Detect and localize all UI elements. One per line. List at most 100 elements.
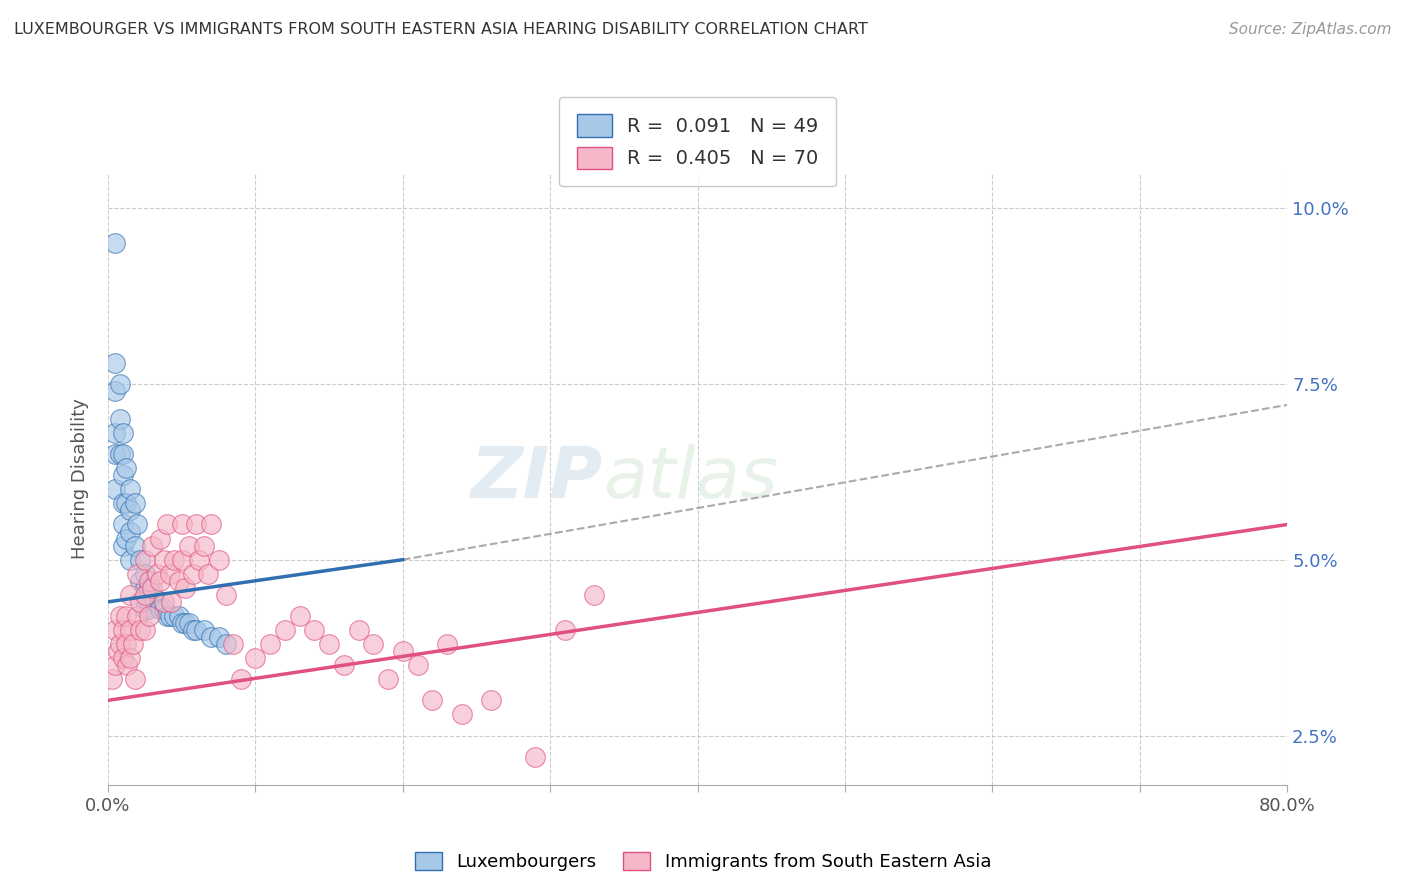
Point [347,623,370,637]
Point [167,609,190,624]
Point [304,623,326,637]
Point [163,552,186,566]
Point [193,539,215,553]
Point [377,672,399,686]
Point [108,609,131,624]
Point [186,517,208,532]
Point [108,447,131,461]
Point [104,236,127,251]
Point [124,539,146,553]
Point [245,651,267,665]
Point [141,581,163,595]
Point [120,623,142,637]
Point [215,637,238,651]
Point [274,623,297,637]
Point [229,672,252,686]
Point [108,412,131,426]
Point [170,552,193,566]
Point [363,637,385,651]
Point [120,503,142,517]
Point [108,637,131,651]
Point [101,672,124,686]
Point [197,566,219,581]
Point [129,595,152,609]
Point [111,425,134,440]
Point [120,552,142,566]
Point [420,693,443,707]
Point [160,595,183,609]
Point [200,517,222,532]
Point [524,749,547,764]
Point [554,623,576,637]
Point [193,623,215,637]
Point [145,566,167,581]
Point [134,581,156,595]
Point [104,658,127,673]
Point [127,609,149,624]
Point [129,574,152,588]
Point [406,658,429,673]
Point [111,651,134,665]
Point [114,461,136,475]
Point [215,588,238,602]
Point [159,566,181,581]
Point [173,581,195,595]
Point [134,602,156,616]
Point [120,588,142,602]
Point [104,623,127,637]
Point [288,609,311,624]
Point [108,376,131,391]
Point [127,566,149,581]
Point [143,595,166,609]
Point [104,356,127,370]
Legend: Luxembourgers, Immigrants from South Eastern Asia: Luxembourgers, Immigrants from South Eas… [408,845,998,879]
Point [134,566,156,581]
Point [156,609,179,624]
Point [141,539,163,553]
Point [138,602,160,616]
Point [114,532,136,546]
Point [120,483,142,497]
Point [111,496,134,510]
Point [134,588,156,602]
Text: Source: ZipAtlas.com: Source: ZipAtlas.com [1229,22,1392,37]
Point [188,552,211,566]
Point [207,552,229,566]
Point [129,552,152,566]
Point [173,615,195,630]
Point [127,517,149,532]
Point [104,384,127,398]
Point [104,425,127,440]
Point [124,672,146,686]
Point [138,609,160,624]
Point [111,447,134,461]
Point [186,623,208,637]
Legend: R =  0.091   N = 49, R =  0.405   N = 70: R = 0.091 N = 49, R = 0.405 N = 70 [560,97,837,186]
Point [115,658,138,673]
Point [114,609,136,624]
Text: atlas: atlas [603,444,778,513]
Point [450,707,472,722]
Point [138,581,160,595]
Point [156,517,179,532]
Point [177,615,200,630]
Point [207,630,229,644]
Point [177,539,200,553]
Point [170,517,193,532]
Point [153,595,176,609]
Point [138,574,160,588]
Point [222,637,245,651]
Point [200,630,222,644]
Point [141,588,163,602]
Point [114,637,136,651]
Point [391,644,413,658]
Point [104,447,127,461]
Point [153,602,176,616]
Point [122,637,145,651]
Point [148,602,170,616]
Point [111,539,134,553]
Text: ZIP: ZIP [471,444,603,513]
Point [583,588,606,602]
Point [183,623,205,637]
Point [107,644,129,658]
